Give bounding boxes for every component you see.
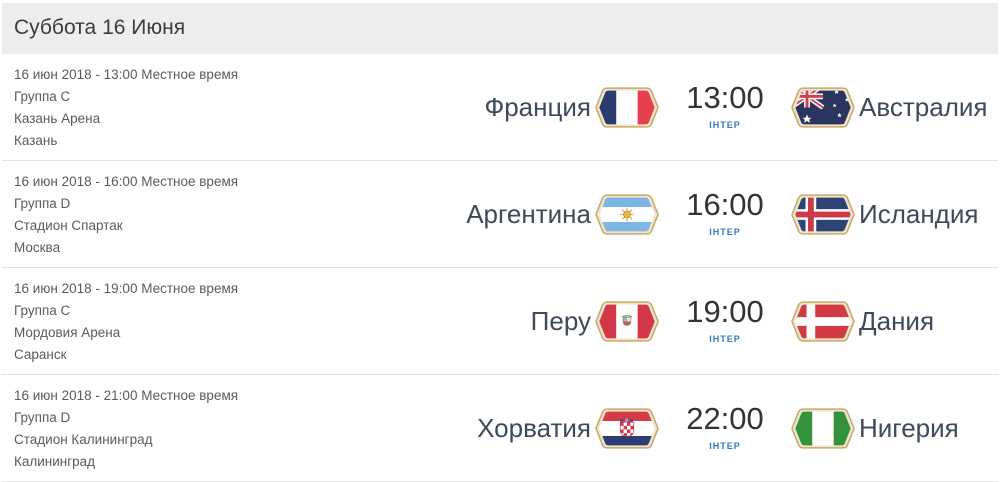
- tv-channel-link[interactable]: ІНТЕР: [709, 119, 741, 130]
- away-team-name[interactable]: Австралия: [859, 91, 988, 122]
- iceland-flag-icon[interactable]: [791, 192, 855, 237]
- away-team-name[interactable]: Нигерия: [859, 412, 959, 443]
- home-team-name[interactable]: Аргентина: [466, 198, 591, 229]
- match-row: 16 июн 2018 - 13:00 Местное время Группа…: [2, 54, 998, 161]
- match-city: Казань: [14, 133, 58, 148]
- match-fixture: Хорватия: [462, 403, 998, 454]
- match-info: 16 июн 2018 - 16:00 Местное время Группа…: [2, 161, 462, 267]
- match-city: Калининград: [14, 454, 96, 469]
- away-team-name[interactable]: Дания: [859, 305, 935, 336]
- match-stadium: Казань Арена: [14, 111, 101, 126]
- match-row: 16 июн 2018 - 19:00 Местное время Группа…: [2, 268, 998, 375]
- argentina-flag-icon[interactable]: [595, 192, 659, 237]
- match-city: Саранск: [14, 347, 67, 362]
- kickoff-time: 16:00: [686, 186, 764, 222]
- nigeria-flag-icon[interactable]: [791, 406, 855, 451]
- match-group: Группа C: [14, 89, 71, 104]
- croatia-flag-icon[interactable]: [595, 406, 659, 451]
- home-team-name[interactable]: Хорватия: [477, 412, 591, 443]
- match-datetime: 16 июн 2018 - 13:00 Местное время: [14, 67, 239, 82]
- day-header: Суббота 16 Июня: [2, 3, 998, 54]
- kickoff-time: 13:00: [686, 79, 764, 115]
- match-info: 16 июн 2018 - 13:00 Местное время Группа…: [2, 54, 462, 160]
- kickoff-time: 19:00: [686, 293, 764, 329]
- tv-channel-link[interactable]: ІНТЕР: [709, 226, 741, 237]
- match-fixture: Перу 19:00: [462, 296, 998, 347]
- match-row: 16 июн 2018 - 21:00 Местное время Группа…: [2, 375, 998, 482]
- match-center: 22:00 ІНТЕР: [663, 403, 787, 454]
- match-info: 16 июн 2018 - 21:00 Местное время Группа…: [2, 375, 462, 481]
- australia-flag-icon[interactable]: [791, 85, 855, 130]
- match-datetime: 16 июн 2018 - 16:00 Местное время: [14, 174, 239, 189]
- home-team-name[interactable]: Перу: [530, 305, 591, 336]
- france-flag-icon[interactable]: [595, 85, 659, 130]
- kickoff-time: 22:00: [686, 400, 764, 436]
- match-group: Группа C: [14, 303, 71, 318]
- match-datetime: 16 июн 2018 - 19:00 Местное время: [14, 281, 239, 296]
- match-group: Группа D: [14, 410, 71, 425]
- match-datetime: 16 июн 2018 - 21:00 Местное время: [14, 388, 239, 403]
- match-group: Группа D: [14, 196, 71, 211]
- match-fixture: Аргентина 16:00 ІНТЕ: [462, 189, 998, 240]
- match-center: 13:00 ІНТЕР: [663, 82, 787, 133]
- peru-flag-icon[interactable]: [595, 299, 659, 344]
- match-stadium: Мордовия Арена: [14, 325, 121, 340]
- home-team-name[interactable]: Франция: [484, 91, 591, 122]
- denmark-flag-icon[interactable]: [791, 299, 855, 344]
- tv-channel-link[interactable]: ІНТЕР: [709, 440, 741, 451]
- match-stadium: Стадион Спартак: [14, 218, 123, 233]
- match-fixture: Франция 13:00 ІНТЕР: [462, 82, 998, 133]
- match-info: 16 июн 2018 - 19:00 Местное время Группа…: [2, 268, 462, 374]
- match-city: Москва: [14, 240, 61, 255]
- match-stadium: Стадион Калининград: [14, 432, 153, 447]
- away-team-name[interactable]: Исландия: [859, 198, 979, 229]
- match-row: 16 июн 2018 - 16:00 Местное время Группа…: [2, 161, 998, 268]
- match-center: 16:00 ІНТЕР: [663, 189, 787, 240]
- match-center: 19:00 ІНТЕР: [663, 296, 787, 347]
- tv-channel-link[interactable]: ІНТЕР: [709, 333, 741, 344]
